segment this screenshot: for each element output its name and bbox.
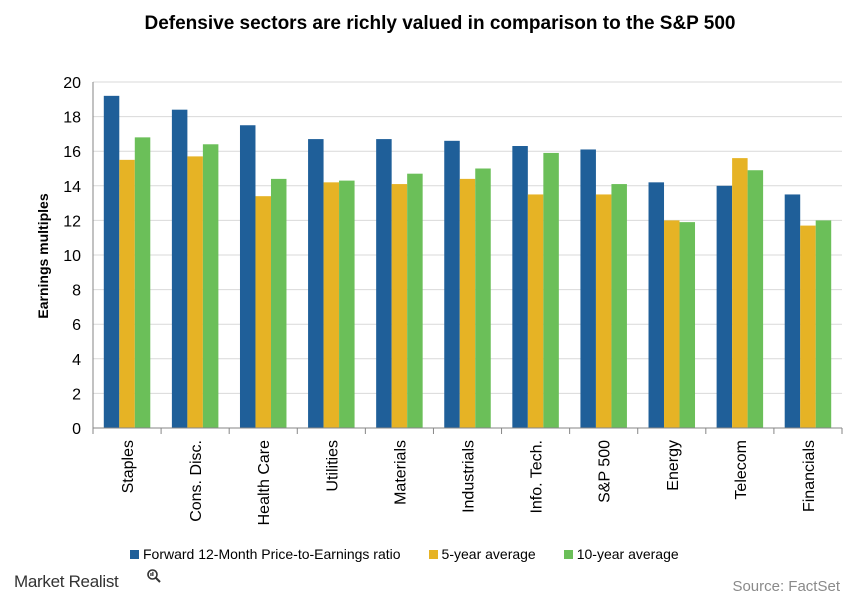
bar	[595, 194, 612, 428]
bar	[270, 178, 287, 428]
bar	[611, 184, 627, 428]
bar	[407, 173, 423, 428]
legend-item-5yr: 5-year average	[428, 546, 536, 562]
bar	[391, 184, 408, 428]
bar	[815, 220, 832, 428]
x-tick-labels: Staples Cons. Disc. Health Care Utilities Ma…	[120, 440, 818, 525]
y-tick-label: 0	[72, 421, 81, 438]
bar	[664, 220, 680, 428]
bar	[308, 139, 324, 428]
y-tick-label: 14	[63, 179, 81, 196]
bar	[732, 158, 748, 428]
chart-title: Defensive sectors are richly valued in c…	[144, 13, 736, 34]
y-tick-label: 2	[72, 386, 81, 403]
source-note: Source: FactSet	[732, 578, 840, 595]
y-tick-label: 12	[63, 213, 81, 230]
bar	[784, 194, 801, 428]
legend-item-forward-pe: Forward 12-Month Price-to-Earnings ratio	[130, 546, 401, 562]
bar	[255, 196, 271, 428]
brand-logo-text: Market Realist	[14, 572, 119, 591]
bar	[747, 170, 764, 429]
legend: Forward 12-Month Price-to-Earnings ratio…	[130, 546, 707, 562]
x-tick-label: Health Care	[256, 440, 273, 525]
bar	[679, 222, 696, 428]
bar	[376, 139, 392, 428]
bar	[202, 144, 219, 428]
y-tick-label: 16	[63, 144, 81, 161]
axes	[92, 82, 843, 434]
bar	[239, 125, 256, 428]
bar	[716, 185, 733, 428]
y-tick-labels: 0 2 4 6 8 10 12 14 16 18 20	[63, 75, 81, 438]
bar	[444, 140, 460, 428]
x-tick-label: Energy	[665, 440, 682, 491]
legend-swatch-10yr	[563, 549, 573, 559]
x-tick-label: Financials	[801, 440, 818, 512]
bar	[459, 178, 476, 428]
bar	[103, 95, 120, 428]
legend-label-10yr: 10-year average	[576, 546, 679, 562]
bar	[171, 109, 188, 429]
bars	[103, 95, 832, 429]
bar	[527, 194, 544, 428]
x-tick-label: Utilities	[324, 440, 341, 492]
y-tick-label: 18	[63, 110, 81, 127]
legend-label-5yr: 5-year average	[441, 546, 536, 562]
legend-swatch-forward-pe	[130, 549, 139, 559]
legend-label-forward-pe: Forward 12-Month Price-to-Earnings ratio	[143, 546, 401, 562]
bar	[475, 168, 491, 428]
y-tick-label: 8	[72, 283, 81, 300]
bar	[134, 137, 151, 429]
y-tick-label: 6	[72, 317, 81, 334]
bar	[339, 180, 355, 428]
legend-swatch-5yr	[428, 549, 438, 559]
legend-item-10yr: 10-year average	[563, 546, 679, 562]
bar	[580, 149, 596, 428]
bar	[648, 182, 665, 428]
x-tick-label: Cons. Disc.	[188, 440, 205, 522]
x-tick-label: Info. Tech.	[529, 440, 546, 514]
x-tick-label: Telecom	[733, 440, 750, 500]
x-tick-label: S&P 500	[597, 440, 614, 503]
bar	[323, 182, 340, 428]
bar	[187, 156, 203, 428]
bar	[119, 159, 135, 428]
y-axis-label: Earnings multiples	[35, 193, 51, 318]
y-tick-label: 10	[63, 248, 81, 265]
x-tick-label: Materials	[392, 440, 409, 505]
bar	[800, 225, 816, 428]
x-tick-label: Staples	[120, 440, 137, 493]
bar	[543, 152, 559, 428]
y-tick-label: 4	[72, 352, 81, 369]
y-tick-label: 20	[63, 75, 81, 92]
bar	[512, 146, 528, 428]
x-tick-label: Industrials	[461, 440, 478, 513]
magnifier-icon	[147, 569, 161, 583]
